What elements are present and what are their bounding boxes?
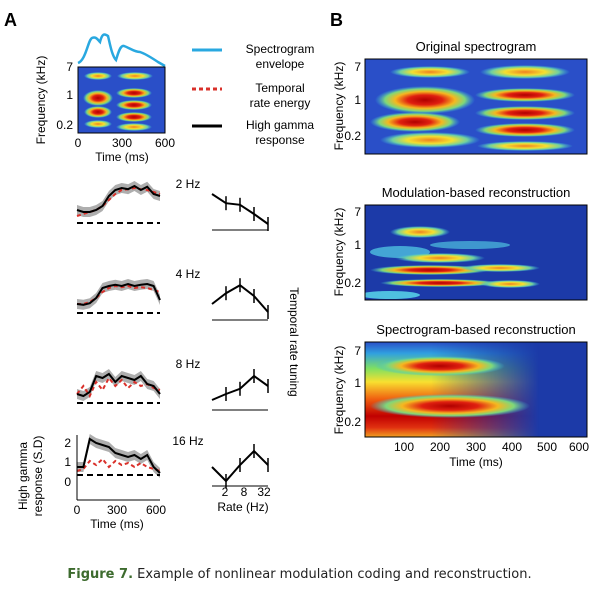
response-axes: 2 1 0 0 300 600 Time (ms) High gamma res… xyxy=(16,435,166,531)
response-row-2 xyxy=(76,279,161,314)
temporal-rate-trace xyxy=(76,376,161,399)
response-ytick-1: 1 xyxy=(64,455,71,469)
spectrogram-ytick-1: 1 xyxy=(354,376,361,390)
legend-gamma-label1: High gamma xyxy=(246,118,314,132)
figure-caption: Figure 7. Example of nonlinear modulatio… xyxy=(0,567,599,582)
legend-gamma-label2: response xyxy=(255,133,305,147)
recon-xtick-500: 500 xyxy=(537,440,557,454)
small-spec-ytick-7: 7 xyxy=(66,60,73,74)
tuning-axes: 2 8 32 Rate (Hz) Temporal rate tuning xyxy=(217,287,301,514)
spectrogram-reconstruction: Spectrogram-based reconstruction 7 1 0.2… xyxy=(332,322,589,469)
tuning-xtick-8: 8 xyxy=(241,485,248,499)
response-xtick-0: 0 xyxy=(74,503,81,517)
response-xlabel: Time (ms) xyxy=(90,517,144,531)
figure: A B 7 1 0.2 0 300 600 Time (ms) Frequenc… xyxy=(4,10,589,531)
tuning-line xyxy=(211,374,269,401)
small-spec-xtick-0: 0 xyxy=(75,136,82,150)
small-spec-xtick-300: 300 xyxy=(112,136,132,150)
response-row-4 xyxy=(76,434,161,478)
recon-xtick-400: 400 xyxy=(502,440,522,454)
gamma-trace xyxy=(76,184,161,213)
original-title: Original spectrogram xyxy=(416,39,537,54)
tuning-xtick-2: 2 xyxy=(222,485,229,499)
response-ylabel-1: High gamma xyxy=(16,442,30,510)
original-ylabel: Frequency (kHz) xyxy=(332,62,346,151)
gamma-trace xyxy=(76,372,161,398)
response-ytick-2: 2 xyxy=(64,436,71,450)
legend-spectrogram-label2: envelope xyxy=(256,57,305,71)
response-row-3 xyxy=(76,369,161,404)
gamma-trace xyxy=(77,437,161,474)
modulation-ytick-1: 1 xyxy=(354,238,361,252)
tuning-line xyxy=(211,284,269,313)
tuning-curve-4 xyxy=(211,444,269,488)
recon-xtick-200: 200 xyxy=(430,440,450,454)
tuning-line xyxy=(211,193,269,225)
original-ytick-1: 1 xyxy=(354,93,361,107)
rate-label: 2 Hz xyxy=(176,177,201,191)
modulation-ytick-7: 7 xyxy=(354,205,361,219)
tuning-curve-3 xyxy=(211,369,269,411)
panel-b-letter: B xyxy=(330,10,343,30)
rate-label: 4 Hz xyxy=(176,267,201,281)
small-spectrogram: 7 1 0.2 0 300 600 Time (ms) Frequency (k… xyxy=(34,33,175,164)
caption-text: Example of nonlinear modulation coding a… xyxy=(133,567,532,582)
small-spec-ytick-0.2: 0.2 xyxy=(56,118,73,132)
recon-xlabel: Time (ms) xyxy=(449,455,503,469)
modulation-reconstruction: Modulation-based reconstruction 7 1 0.2 … xyxy=(332,185,588,301)
modulation-ylabel: Frequency (kHz) xyxy=(332,208,346,297)
spectrogram-title: Spectrogram-based reconstruction xyxy=(376,322,575,337)
rate-label: 8 Hz xyxy=(176,357,201,371)
gamma-trace xyxy=(76,282,161,306)
response-row-1 xyxy=(76,181,161,224)
recon-xtick-100: 100 xyxy=(394,440,414,454)
modulation-title: Modulation-based reconstruction xyxy=(382,185,571,200)
modulation-ytick-0.2: 0.2 xyxy=(344,276,361,290)
small-spec-ylabel: Frequency (kHz) xyxy=(34,56,48,145)
response-sem-band xyxy=(77,434,160,478)
response-ytick-0: 0 xyxy=(64,475,71,489)
small-spec-xtick-600: 600 xyxy=(155,136,175,150)
tuning-curves: 2 Hz 4 Hz 8 Hz 16 Hz xyxy=(172,177,269,488)
recon-xtick-300: 300 xyxy=(466,440,486,454)
small-spec-ytick-1: 1 xyxy=(66,88,73,102)
response-sem-band xyxy=(77,279,160,310)
legend: Spectrogram envelope Temporal rate energ… xyxy=(192,42,314,147)
spectrogram-envelope-curve xyxy=(77,33,166,68)
tuning-line xyxy=(211,449,269,483)
small-spec-xlabel: Time (ms) xyxy=(95,150,149,164)
tuning-curve-1 xyxy=(211,193,269,231)
original-ytick-0.2: 0.2 xyxy=(344,129,361,143)
response-xtick-600: 600 xyxy=(146,503,166,517)
tuning-xtick-32: 32 xyxy=(257,485,271,499)
tuning-curve-2 xyxy=(211,278,269,321)
temporal-rate-trace xyxy=(76,457,161,472)
legend-temporal-label2: rate energy xyxy=(250,96,311,110)
original-spectrogram: Original spectrogram 7 1 0.2 Frequency (… xyxy=(332,39,588,155)
rate-label: 16 Hz xyxy=(172,434,203,448)
caption-label: Figure 7. xyxy=(67,567,134,582)
spectrogram-ytick-0.2: 0.2 xyxy=(344,415,361,429)
legend-temporal-label1: Temporal xyxy=(255,81,304,95)
tuning-side-label: Temporal rate tuning xyxy=(287,287,301,396)
original-ytick-7: 7 xyxy=(354,60,361,74)
panel-a-letter: A xyxy=(4,10,17,30)
response-xtick-300: 300 xyxy=(107,503,127,517)
response-traces xyxy=(76,181,161,478)
tuning-xlabel: Rate (Hz) xyxy=(217,500,268,514)
legend-spectrogram-label1: Spectrogram xyxy=(246,42,315,56)
recon-xtick-600: 600 xyxy=(569,440,589,454)
spectrogram-ylabel: Frequency (kHz) xyxy=(332,346,346,435)
spectrogram-ytick-7: 7 xyxy=(354,344,361,358)
response-ylabel-2: response (S.D) xyxy=(31,436,45,517)
